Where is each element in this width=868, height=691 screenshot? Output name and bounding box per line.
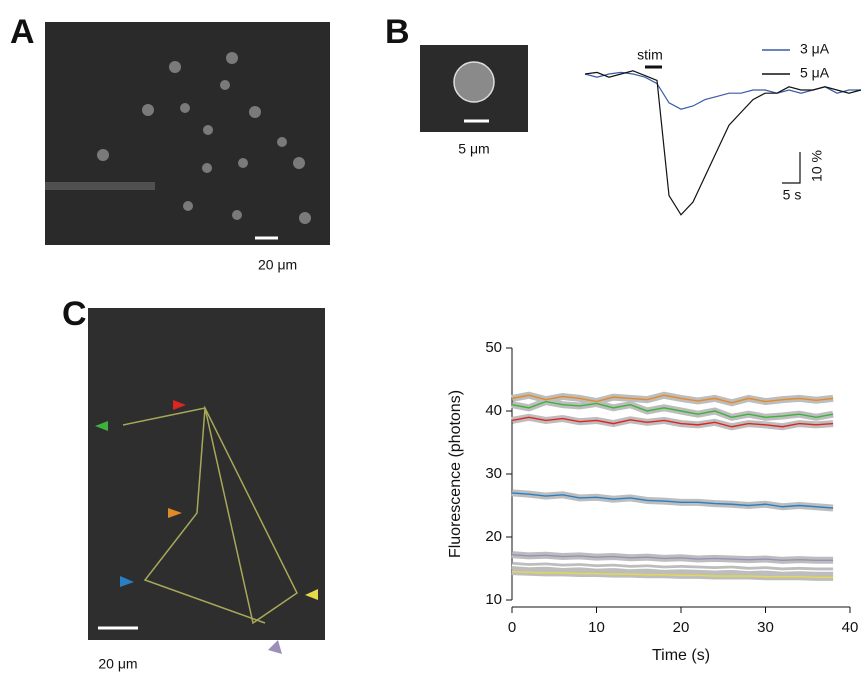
- x-tick-label: 10: [588, 619, 605, 636]
- series-line: [511, 564, 834, 572]
- bright-streak: [45, 182, 155, 190]
- legend-label: 5 μA: [800, 65, 830, 81]
- y-tick-label: 20: [485, 528, 502, 545]
- scale-label: 10 %: [809, 150, 825, 182]
- series-line: [511, 400, 834, 419]
- series-line: [511, 416, 834, 428]
- panel-label: C: [62, 295, 87, 333]
- y-tick-label: 50: [485, 339, 502, 356]
- scale-label: 5 μm: [458, 141, 489, 157]
- scale-label: 20 μm: [258, 257, 297, 273]
- y-tick-label: 40: [485, 402, 502, 419]
- series-line: [511, 492, 834, 509]
- y-axis-label: Fluorescence (photons): [447, 390, 464, 558]
- scale-bars: [782, 152, 801, 184]
- series-line: [511, 394, 834, 404]
- series-line: [511, 570, 834, 579]
- trace: [584, 70, 862, 216]
- x-tick-label: 20: [673, 619, 690, 636]
- scale-label: 5 s: [783, 187, 802, 203]
- series-line: [511, 553, 834, 562]
- arrowheads: [95, 400, 318, 654]
- x-tick-label: 0: [508, 619, 516, 636]
- x-axis-label: Time (s): [652, 647, 710, 664]
- micrograph: [45, 22, 330, 245]
- y-tick-label: 30: [485, 465, 502, 482]
- legend-label: 3 μA: [800, 41, 830, 57]
- cells: [97, 52, 311, 224]
- x-tick-label: 40: [842, 619, 859, 636]
- x-tick-label: 30: [757, 619, 774, 636]
- panel-label: A: [10, 13, 35, 51]
- cell-outline: [453, 61, 495, 103]
- connection-path: [122, 405, 298, 625]
- stim-label: stim: [637, 47, 663, 63]
- micrograph: [88, 308, 325, 640]
- scale-label: 20 μm: [98, 656, 137, 672]
- y-tick-label: 10: [485, 591, 502, 608]
- panel-label: B: [385, 13, 410, 51]
